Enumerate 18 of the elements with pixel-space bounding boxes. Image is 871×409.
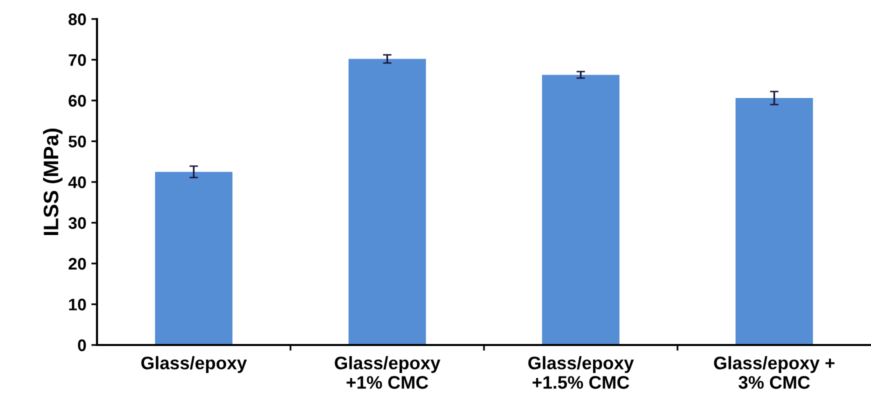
y-tick-label: 10 (69, 298, 86, 310)
x-tick-label: Glass/epoxy + 3% CMC (714, 356, 834, 389)
y-tick-label: 20 (68, 258, 86, 270)
y-tick-label: 50 (68, 136, 86, 148)
y-tick-label: 40 (68, 176, 86, 188)
y-tick-label: 0 (78, 339, 86, 352)
y-tick-label: 80 (68, 13, 86, 26)
y-tick-label: 60 (68, 94, 86, 107)
y-tick-label: 30 (68, 217, 86, 229)
x-tick-label: Glass/epoxy +1.5% CMC (528, 356, 634, 389)
x-tick-label: Glass/epoxy (141, 356, 247, 373)
x-tick-label: Glass/epoxy +1% CMC (334, 356, 440, 389)
bar (542, 74, 620, 345)
y-axis-title: ILSS (MPa) (43, 128, 62, 236)
bar (155, 172, 232, 345)
bar (348, 58, 426, 345)
bar (736, 98, 813, 345)
y-tick-label: 70 (68, 54, 86, 66)
